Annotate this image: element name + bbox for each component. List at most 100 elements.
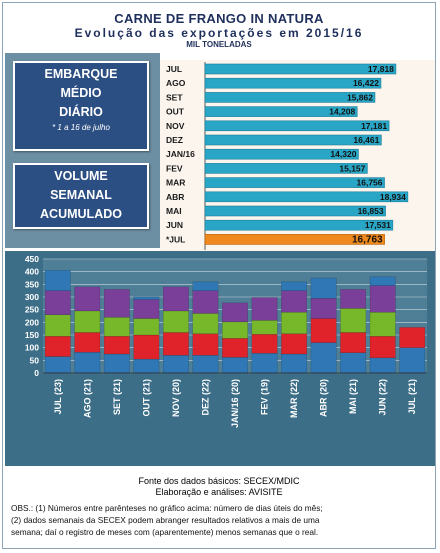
vbar-segment	[103, 317, 130, 337]
vbar-segment	[162, 355, 189, 374]
hbar-category-label: SET	[166, 92, 183, 102]
weekly-volume-callout: VOLUME SEMANAL ACUMULADO	[13, 163, 149, 229]
vbar-segment	[369, 285, 396, 313]
vbar-xtick-label: OUT (21)	[141, 379, 151, 417]
daily-callout-line2: MÉDIO	[60, 86, 102, 100]
vbar-segment	[44, 356, 71, 374]
vbar-segment	[340, 289, 367, 309]
daily-callout-line3: DIÁRIO	[59, 105, 103, 119]
vbar-ytick-label: 350	[25, 279, 39, 289]
hbar-value-label: 14,208	[329, 107, 355, 117]
hbar-value-label: 16,756	[357, 178, 383, 188]
vbar-segment	[251, 352, 278, 374]
observations: OBS.: (1) Números entre parênteses no gr…	[3, 498, 435, 538]
hbar-category-label: JUN	[166, 220, 183, 230]
vbar-ytick-label: 450	[25, 254, 39, 264]
hbar-value-label: 17,818	[368, 64, 394, 74]
vbar-segment	[133, 334, 160, 360]
vbar-segment	[103, 336, 130, 355]
vbar-segment	[340, 332, 367, 353]
hbar-bar	[204, 92, 376, 103]
vbar-segment	[103, 289, 130, 318]
obs-line-1: OBS.: (1) Números entre parênteses no gr…	[11, 503, 323, 513]
vbar-segment	[192, 355, 219, 374]
weekly-callout-line2: SEMANAL	[50, 188, 112, 202]
vbar-segment	[251, 320, 278, 335]
vbar-segment	[192, 290, 219, 314]
hbar-category-label: NOV	[166, 121, 185, 131]
hbar-category-label: FEV	[166, 163, 183, 173]
weekly-volume-svg: 0 50 100 150 200 250 300 350 400 450 JUL (23) AGO (…	[25, 254, 427, 428]
hbar-category-label: AGO	[166, 78, 186, 88]
vbar-segment	[162, 332, 189, 356]
vbar-xtick-label: JAN/16 (20)	[230, 379, 240, 428]
vbar-segment	[44, 290, 71, 315]
vbar-segment	[222, 302, 248, 323]
vbar-segment	[162, 310, 189, 333]
hbar-bar	[204, 63, 397, 75]
vbar-segment	[103, 353, 130, 374]
vbar-segment	[281, 290, 308, 313]
vbar-ytick-label: 400	[25, 267, 39, 277]
hbar-value-label: 16,422	[353, 78, 379, 88]
hbar-category-label: MAI	[166, 206, 182, 216]
vbar-segment	[44, 270, 71, 291]
footer: Fonte dos dados básicos: SECEX/MDIC Elab…	[3, 466, 435, 548]
hbar-bar	[204, 191, 409, 203]
vbar-segment	[133, 296, 160, 300]
vbar-ytick-label: 300	[25, 292, 39, 302]
hbar-bar	[204, 77, 382, 89]
page-subtitle: Evolução das exportações em 2015/16	[74, 26, 364, 40]
page-title: CARNE DE FRANGO IN NATURA	[114, 11, 324, 26]
vbar-xtick-label: MAI (21)	[348, 379, 358, 414]
vbar-xtick-label: NOV (20)	[171, 379, 181, 417]
vbar-segment	[369, 276, 396, 286]
infographic-frame: CARNE DE FRANGO IN NATURA Evolução das e…	[2, 2, 436, 549]
hbar-category-label: OUT	[166, 107, 185, 117]
obs-line-2: (2) dados semanais da SECEX podem abrang…	[11, 515, 320, 525]
vbar-segment	[369, 311, 396, 337]
vbar-segment	[281, 333, 308, 355]
hbar-bar	[204, 163, 368, 174]
hbar-bar	[204, 120, 390, 132]
hbar-category-label: ABR	[166, 192, 184, 202]
vbar-segment	[192, 281, 219, 291]
daily-callout-line1: EMBARQUE	[44, 67, 118, 81]
hbar-bar	[204, 134, 382, 146]
vbar-ytick-label: 50	[30, 355, 40, 365]
vbar-segment	[74, 332, 101, 353]
vbar-segment	[74, 351, 101, 374]
vbar-xtick-label: MAR (22)	[289, 379, 299, 418]
vbar-segment	[251, 333, 278, 354]
hbar-value-label: 17,531	[365, 220, 391, 230]
hbar-value-label: 14,320	[330, 149, 356, 159]
vbar-xtick-label: AGO (21)	[82, 379, 92, 418]
hbar-value-label: 17,181	[361, 121, 387, 131]
hbar-category-label: JUL	[166, 64, 182, 74]
vbar-segment	[281, 353, 308, 374]
vbar-ytick-label: 100	[25, 343, 39, 353]
vbar-segment	[44, 314, 71, 337]
vbar-segment	[162, 286, 189, 312]
vbar-segment	[310, 277, 337, 299]
hbar-category-label: MAR	[166, 178, 185, 188]
unit-label: MIL TONELADAS	[186, 40, 252, 49]
vbar-ytick-label: 150	[25, 330, 39, 340]
vbar-segment	[222, 321, 248, 339]
source-text: Fonte dos dados básicos: SECEX/MDIC	[138, 476, 300, 486]
hbar-value-label: 15,157	[339, 163, 365, 173]
vbar-segment	[133, 299, 160, 319]
hbar-category-label: JAN/16	[166, 149, 195, 159]
hbar-category-label: DEZ	[166, 135, 183, 145]
hbar-category-label: *JUL	[166, 234, 185, 244]
hbar-value-label: 16,853	[358, 206, 384, 216]
vbar-segment	[74, 286, 101, 312]
vbar-xtick-label: ABR (20)	[319, 379, 329, 417]
vbar-segment	[133, 318, 160, 336]
hbar-value-label: 15,862	[347, 92, 373, 102]
vbar-ytick-label: 200	[25, 317, 39, 327]
daily-callout-note: * 1 a 16 de julho	[52, 123, 110, 132]
vbar-segment	[222, 357, 248, 374]
vbar-segment	[399, 327, 426, 348]
hbar-value-label: 16,461	[353, 135, 379, 145]
